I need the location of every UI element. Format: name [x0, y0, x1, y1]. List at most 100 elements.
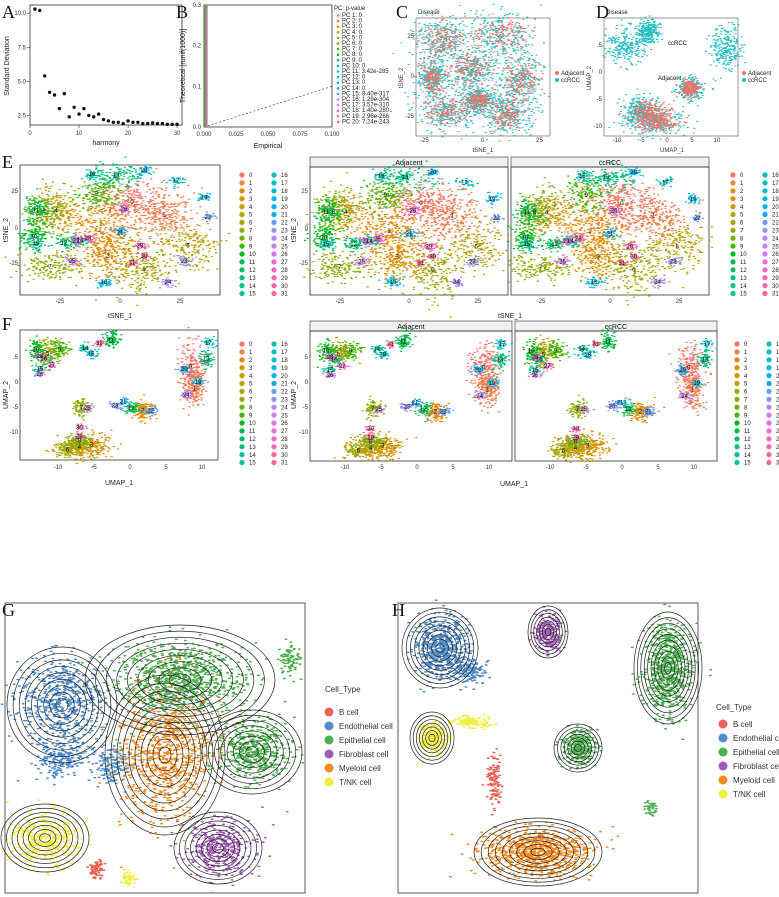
panel-e-facet-ytick-label: 25 — [301, 189, 308, 195]
panel-f-left-legend-label: 13 — [249, 445, 256, 451]
panel-f-adjacent-cluster-label: 12 — [420, 407, 427, 413]
panel-e-right-legend-label: 12 — [740, 268, 747, 274]
panel-b-legend-swatch — [336, 31, 340, 34]
panel-f-main-cluster-26-cells — [34, 368, 48, 377]
panel-h-contour-epithelial — [640, 622, 696, 714]
panel-a-xlabel: harmony — [92, 140, 120, 147]
panel-g-cells-type-5 — [119, 868, 139, 886]
panel-e-left-legend-label: 4 — [249, 205, 253, 211]
panel-g-contour-epithelial — [105, 636, 255, 724]
panel-g-contour-epithelial — [84, 624, 276, 736]
panel-a-point — [96, 112, 101, 116]
panel-e-right-legend-label: 24 — [772, 236, 779, 242]
panel-e-right-legend-swatch — [762, 267, 768, 273]
panel-b-xtick-label: 0.050 — [260, 132, 276, 138]
panel-f-ccrcc-cluster-label: 10 — [528, 349, 535, 355]
panel-f-facet-adjacent-xtick-label: 0 — [415, 465, 419, 471]
panel-h-contour-tnk — [425, 730, 439, 746]
panel-a-point — [155, 121, 160, 126]
panel-g-contour-myeloid — [134, 714, 196, 796]
panel-e-right-legend-swatch — [730, 196, 736, 202]
panel-d-ytick-label: -10 — [593, 124, 602, 130]
panel-e-right-legend-label: 31 — [772, 292, 779, 298]
panel-a-point — [33, 7, 37, 11]
panel-b-frame — [203, 4, 333, 128]
panel-e-ccrcc-cluster-label: 19 — [690, 197, 697, 203]
panel-g-contour-fibroblast — [206, 838, 230, 858]
panel-e-main-cluster-20-cells — [134, 165, 153, 175]
panel-e-main-cluster-label: 17 — [173, 179, 180, 185]
panel-c-ytick-label: 25 — [407, 34, 414, 40]
panel-f-left-legend-label: 15 — [249, 461, 256, 467]
panel-e-ccrcc-cluster-22-cells — [692, 213, 704, 223]
panel-f-right-legend-label: 30 — [776, 453, 779, 459]
panel-f-main-cluster-10-cells — [24, 335, 48, 362]
panel-f-adjacent-cluster-label: 23 — [404, 404, 411, 410]
panel-f-right-legend-swatch — [734, 452, 740, 458]
panel-f-facet-adjacent-xtick-label: -10 — [341, 465, 350, 471]
panel-g-contour-tnk — [28, 824, 62, 852]
panel-g-contour-endothelial — [31, 672, 93, 738]
panel-f-right-legend-label: 7 — [744, 398, 748, 404]
panel-e-facet-xtick-label: 0 — [407, 299, 411, 305]
panel-f-left-legend-label: 11 — [249, 429, 256, 435]
panel-f-left-legend-label: 30 — [281, 453, 288, 459]
panel-f-right-legend-swatch — [734, 459, 740, 466]
panel-f-adjacent-cluster-label: 21 — [412, 401, 419, 407]
panel-h-contour-endothelial — [405, 612, 475, 684]
panel-f-left-legend-swatch — [239, 459, 245, 466]
panel-f-facet-adjacent-frame — [309, 330, 513, 462]
panel-h-contour-tnk — [409, 711, 455, 765]
panel-b-legend-label: PC 9: 0 — [342, 58, 363, 64]
panel-c-ytick-label: -25 — [405, 114, 414, 120]
panel-f-ccrcc-cluster-label: 22 — [645, 410, 652, 416]
panel-e-left-legend-label: 0 — [249, 173, 253, 179]
panel-f-main-cluster-14-cells — [78, 341, 91, 354]
panel-f-right-legend-swatch — [734, 444, 740, 450]
panel-f-right-legend-swatch — [734, 388, 740, 394]
panel-g-cells-type-1 — [16, 732, 98, 786]
panel-g-contour-fibroblast — [201, 834, 235, 862]
panel-f-left-legend-swatch — [239, 341, 245, 347]
panel-e-main-cluster-6-cells — [94, 228, 187, 306]
panel-f-right-legend-swatch — [766, 459, 772, 466]
panel-e-right-legend-label: 30 — [772, 284, 779, 290]
panel-f-left-legend-swatch — [271, 412, 277, 418]
panel-a-xtick-label: 10 — [76, 131, 83, 137]
panel-f-right-legend-swatch — [734, 396, 740, 402]
panel-c-xtick-label: 0 — [481, 138, 485, 144]
panel-e-facet-ytick-label: -25 — [299, 261, 308, 267]
panel-f-marks: 0123456789101112131415161718192021222324… — [9, 325, 779, 471]
panel-f-facet-adjacent-xtick-label: 5 — [451, 465, 455, 471]
panel-f-left-legend-label: 6 — [249, 390, 253, 396]
panel-f-main-cluster-label: 12 — [128, 406, 135, 412]
panel-h-contour-tnk — [419, 722, 445, 754]
panel-e-adjacent-cluster-16-cells — [374, 170, 390, 182]
panel-f-left-legend-label: 12 — [249, 437, 256, 443]
panel-f-ccrcc-cluster-30-cells — [569, 426, 581, 435]
panel-g-contour-epithelial-right — [207, 714, 297, 790]
panel-e-right-legend-label: 18 — [772, 189, 779, 195]
panel-f-adjacent-cluster-label: 6 — [357, 449, 361, 455]
panel-e-ccrcc-cluster-25-cells — [555, 254, 572, 266]
panel-e-main-cluster-label: 30 — [141, 254, 148, 260]
panel-f-ccrcc-cluster-26-cells — [527, 370, 544, 378]
panel-e-right-legend-label: 21 — [772, 213, 779, 219]
panel-e-left-legend-label: 9 — [249, 244, 253, 250]
panel-e-main-cluster-label: 11 — [33, 209, 40, 215]
panel-g-contour-endothelial — [55, 698, 69, 712]
panel-e-ccrcc-cluster-19-cells — [684, 193, 701, 204]
panel-f-ccrcc-cluster-label: 9 — [554, 349, 558, 355]
panel-e-facet-ytick-label: 0 — [305, 226, 309, 232]
panel-e-left-legend-label: 5 — [249, 213, 253, 219]
panel-f-main-cluster-label: 19 — [195, 380, 202, 386]
panel-e-ccrcc-cluster-5-cells — [645, 210, 714, 289]
panel-e-right-legend-label: 26 — [772, 252, 779, 258]
panel-f-adjacent-cluster-label: 19 — [488, 381, 495, 387]
panel-f-facet-ccrcc-xtick-label: 0 — [620, 465, 624, 471]
panel-f-right-legend-swatch — [766, 412, 772, 418]
panel-g-contour-epithelial — [116, 642, 244, 718]
panel-e-left-legend-swatch — [239, 219, 245, 225]
panel-a-point — [141, 121, 145, 126]
panel-e-adjacent-cluster-15-cells — [314, 236, 337, 254]
